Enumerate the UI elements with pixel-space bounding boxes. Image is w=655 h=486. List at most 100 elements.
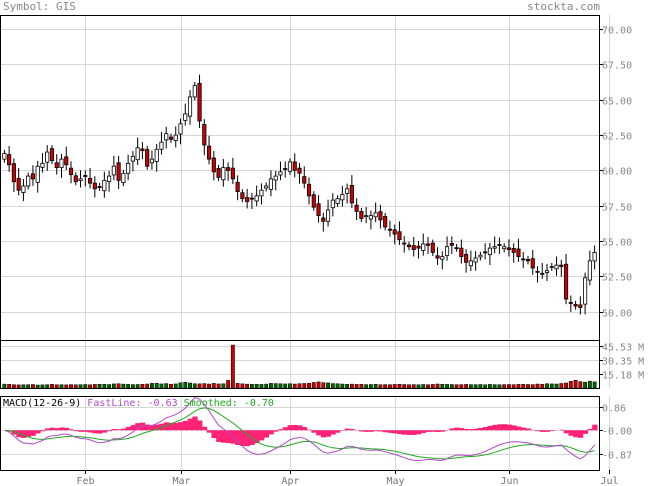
candle-up: [259, 189, 264, 197]
candle-down: [397, 231, 402, 241]
volume-bar: [140, 384, 145, 389]
volume-bar: [216, 383, 221, 389]
macd-histogram-bar: [373, 430, 379, 432]
candle-down: [516, 248, 521, 258]
price-tick-label: 50.00: [602, 309, 632, 320]
volume-bar: [326, 382, 330, 389]
x-tick-label: Feb: [76, 476, 94, 486]
candle-up: [268, 178, 274, 190]
volume-bar: [592, 381, 597, 389]
macd-histogram-bar: [378, 430, 384, 432]
candle-up: [287, 161, 293, 172]
volume-bar: [559, 383, 564, 389]
macd-histogram-bar: [473, 428, 479, 431]
candle-up: [59, 158, 64, 169]
volume-tick-label: 30.35 M: [602, 357, 644, 368]
macd-histogram-bar: [244, 430, 251, 447]
macd-tick-label: 0.86: [602, 404, 626, 415]
macd-histogram-bar: [368, 430, 374, 432]
volume-bar: [373, 384, 378, 389]
candle-down: [49, 148, 55, 161]
macd-histogram-bar: [92, 430, 98, 434]
macd-histogram-bar: [520, 427, 527, 431]
macd-histogram-bar: [63, 427, 70, 431]
candle-down: [411, 245, 416, 250]
candle-down: [525, 259, 531, 262]
macd-histogram-bar: [387, 430, 393, 433]
macd-histogram-bar: [397, 430, 403, 435]
volume-bar: [288, 383, 292, 389]
volume-bar: [226, 380, 231, 389]
macd-histogram-bar: [463, 428, 469, 431]
macd-histogram-bar: [178, 422, 184, 431]
volume-bar: [7, 384, 12, 389]
candle-down: [354, 204, 359, 212]
volume-bar: [392, 384, 397, 389]
macd-histogram-bar: [325, 430, 331, 437]
macd-histogram-bar: [278, 429, 284, 431]
macd-histogram-bar: [363, 430, 370, 432]
candle-down: [168, 136, 174, 140]
macd-histogram-bar: [187, 418, 193, 431]
candle-down: [535, 270, 540, 273]
macd-histogram-bar: [558, 429, 565, 431]
volume-bar: [107, 384, 112, 389]
volume-bar: [73, 384, 78, 389]
volume-bar: [278, 383, 283, 389]
candle-down: [197, 82, 202, 122]
volume-bar: [383, 384, 388, 389]
volume-bar: [207, 383, 211, 389]
macd-histogram-bar: [573, 430, 579, 438]
volume-bar: [16, 384, 21, 389]
symbol-label: Symbol: GIS: [3, 0, 76, 13]
macd-histogram-bar: [40, 430, 46, 432]
macd-histogram-bar: [382, 430, 389, 433]
candle-down: [578, 304, 583, 308]
candle-down: [297, 167, 302, 174]
macd-histogram-bar: [525, 428, 531, 431]
volume-bar: [69, 384, 73, 389]
candle-down: [216, 168, 221, 178]
price-panel: 70.00 67.50 65.00 62.50 60.00 57.50 55.00 52.50…: [0, 15, 632, 341]
volume-tick-label: 15.18 M: [602, 371, 644, 382]
volume-bar: [454, 384, 459, 389]
candle-down: [211, 157, 216, 173]
candle-down: [97, 186, 102, 188]
macd-histogram-bar: [254, 430, 260, 444]
volume-bar: [511, 384, 516, 389]
volume-bar: [316, 381, 321, 389]
volume-panel: 45.53 M 30.35 M 15.18 M: [0, 340, 644, 389]
macd-histogram-bar: [435, 430, 441, 433]
candle-down: [92, 182, 97, 190]
candle-up: [159, 141, 164, 150]
macd-histogram-bar: [240, 430, 246, 446]
macd-histogram-bar: [121, 428, 127, 431]
candle-down: [292, 161, 297, 171]
candle-down: [240, 192, 245, 200]
candle-down: [454, 247, 459, 249]
volume-bar: [221, 383, 226, 389]
macd-histogram-bar: [311, 430, 317, 433]
x-tick-label: Jul: [600, 476, 618, 486]
volume-bar: [426, 384, 430, 389]
macd-histogram-bar: [78, 430, 84, 432]
volume-bar: [388, 384, 392, 389]
candle-down: [449, 242, 454, 246]
volume-bar: [92, 384, 97, 389]
volume-bar: [31, 384, 35, 389]
candle-up: [549, 266, 554, 268]
volume-bar: [269, 383, 273, 389]
volume-bar: [159, 383, 164, 389]
volume-bar: [83, 384, 88, 389]
candle-down: [416, 245, 421, 249]
macd-histogram-bar: [101, 430, 108, 433]
volume-bar: [169, 383, 173, 389]
candle-down: [392, 229, 397, 235]
macd-histogram-bar: [439, 430, 446, 432]
price-tick-label: 70.00: [602, 26, 632, 37]
volume-bar: [526, 384, 530, 389]
macd-histogram-bar: [273, 430, 279, 432]
volume-bar: [378, 384, 383, 389]
macd-fast-line: [4, 396, 595, 462]
